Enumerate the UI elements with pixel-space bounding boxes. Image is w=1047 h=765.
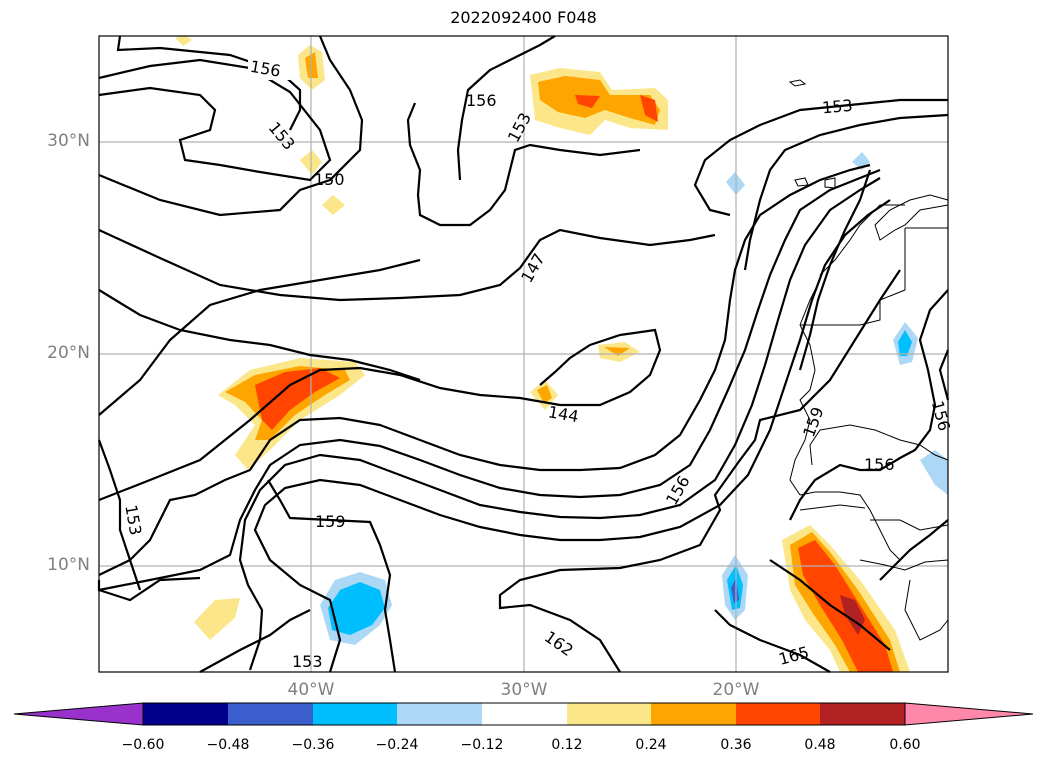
contour-label: 144	[547, 402, 580, 426]
colorbar-tick: 0.12	[551, 737, 583, 753]
colorbar-tick: −0.24	[375, 737, 419, 753]
gridlines	[99, 36, 948, 672]
map-frame	[98, 35, 949, 673]
contour-label: 153	[821, 96, 853, 118]
colorbar-tick: 0.48	[804, 737, 836, 753]
colorbar	[13, 702, 1034, 726]
anomaly-shade	[731, 578, 739, 603]
colorbar-tick: −0.48	[206, 737, 250, 753]
contour-label: 162	[541, 627, 577, 660]
lon-label: 20°W	[712, 680, 760, 700]
colorbar-tick: 0.24	[635, 737, 667, 753]
anomaly-shade	[575, 95, 600, 108]
colorbar-tick: 0.60	[889, 737, 921, 753]
colorbar-segment	[651, 703, 736, 725]
contour-label: 150	[314, 170, 345, 189]
colorbar-extend-high	[904, 702, 1034, 726]
anomaly-shade	[898, 330, 912, 356]
contour-label: 153	[292, 652, 323, 671]
colorbar-tick: 0.36	[720, 737, 752, 753]
contour-label: 153	[121, 503, 145, 536]
colorbar-segment	[143, 703, 228, 725]
anomaly-shade	[175, 35, 192, 46]
contour-label: 156	[466, 91, 497, 110]
colorbar-tick: −0.60	[121, 737, 165, 753]
contour-label: 147	[517, 250, 549, 286]
colorbar-extend-low	[13, 702, 144, 726]
colorbar-segment	[313, 703, 397, 725]
anomaly-shade	[538, 76, 660, 125]
colorbar-tick: −0.36	[291, 737, 335, 753]
colorbar-segment	[736, 703, 820, 725]
lat-label: 20°N	[47, 343, 90, 363]
contour-label: 156	[864, 455, 895, 474]
colorbar-tick: −0.12	[460, 737, 504, 753]
colorbar-segment	[482, 703, 567, 725]
colorbar-segment	[397, 703, 482, 725]
anomaly-shade	[194, 598, 240, 640]
contour-label: 165	[777, 643, 811, 669]
lat-label: 30°N	[47, 131, 90, 151]
anomaly-shade	[640, 95, 658, 122]
lon-label: 40°W	[287, 680, 335, 700]
contour-label: 156	[662, 472, 694, 508]
contour-label: 156	[928, 399, 954, 433]
coastlines	[788, 79, 949, 641]
contour-label: 159	[799, 404, 827, 439]
anomaly-shade	[537, 385, 552, 403]
lat-label: 10°N	[47, 555, 90, 575]
colorbar-segment	[228, 703, 313, 725]
map-title: 2022092400 F048	[450, 8, 597, 27]
lon-label: 30°W	[500, 680, 548, 700]
anomaly-shade	[920, 450, 948, 495]
contour-label: 159	[315, 512, 346, 531]
contour-label: 153	[504, 110, 535, 146]
anomaly-shade	[604, 347, 630, 356]
anomaly-shade	[328, 582, 385, 635]
contour-lines	[97, 35, 950, 673]
colorbar-segment	[820, 703, 905, 725]
anomaly-shade	[322, 195, 345, 215]
colorbar-segment	[567, 703, 651, 725]
anomaly-shade	[255, 368, 340, 430]
